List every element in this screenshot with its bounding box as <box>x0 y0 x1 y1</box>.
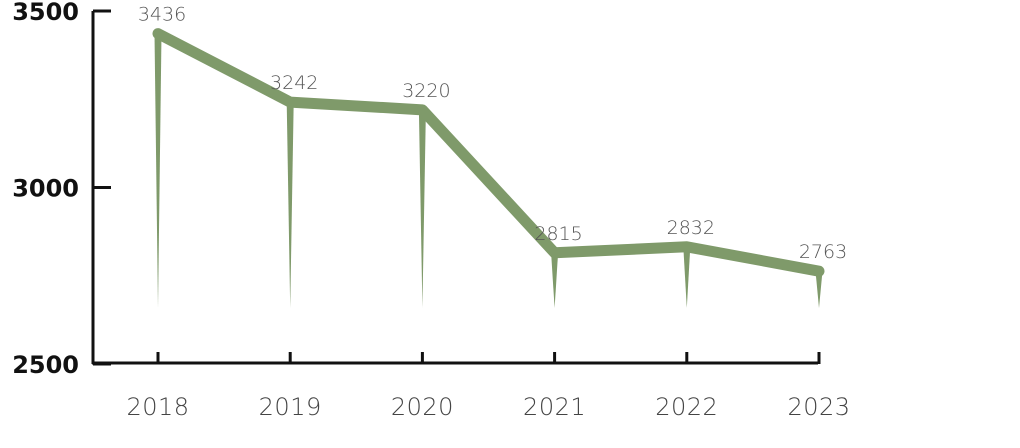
data-label-2018: 3436 <box>138 4 186 26</box>
drop-spikes <box>154 33 823 308</box>
drop-spike-2022 <box>683 246 691 308</box>
drop-spike-2018 <box>154 33 162 308</box>
data-label-2023: 2763 <box>799 241 847 263</box>
drop-spike-2021 <box>551 252 559 308</box>
data-point-2019 <box>285 97 296 108</box>
y-tick-label-3000: 3000 <box>12 175 79 203</box>
series-line <box>152 28 825 277</box>
x-tick-label-2020: 2020 <box>391 393 454 421</box>
chart-axes <box>91 11 818 365</box>
drop-spike-2019 <box>286 102 294 308</box>
x-axis-ticks: 2018 2019 2020 2021 2022 2023 <box>126 352 850 421</box>
y-tick-label-3500: 3500 <box>12 0 79 26</box>
data-point-2023 <box>814 266 824 277</box>
data-points <box>153 28 824 277</box>
x-tick-label-2022: 2022 <box>655 393 718 421</box>
data-point-2022 <box>681 241 692 252</box>
x-tick-label-2019: 2019 <box>259 393 322 421</box>
data-label-2022: 2832 <box>667 217 715 239</box>
data-label-2019: 3242 <box>270 72 318 94</box>
x-tick-label-2023: 2023 <box>787 393 850 421</box>
data-point-2018 <box>153 28 163 39</box>
data-point-2020 <box>417 104 428 115</box>
data-labels: 3436 3242 3220 2815 2832 2763 <box>138 4 847 264</box>
data-label-2020: 3220 <box>402 80 450 102</box>
drop-spike-2020 <box>418 109 426 308</box>
x-tick-label-2018: 2018 <box>126 393 189 421</box>
drop-spike-2023 <box>815 271 823 308</box>
x-tick-label-2021: 2021 <box>523 393 586 421</box>
data-point-2021 <box>549 247 560 258</box>
data-label-2021: 2815 <box>534 223 582 245</box>
y-axis-ticks: 2500 3000 3500 <box>12 0 111 379</box>
y-tick-label-2500: 2500 <box>12 351 79 379</box>
